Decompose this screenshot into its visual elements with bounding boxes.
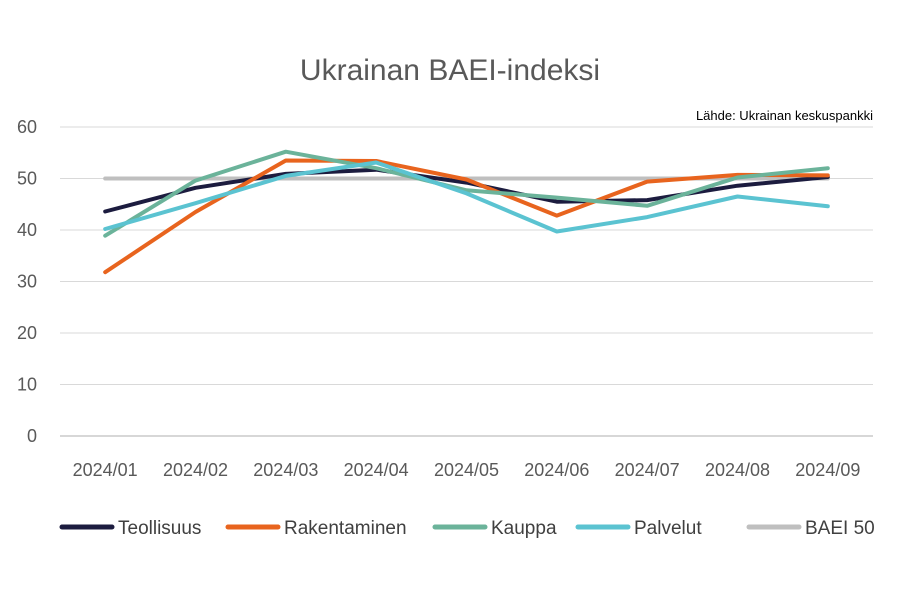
x-tick-label: 2024/05: [434, 460, 499, 480]
legend-label-palvelut: Palvelut: [634, 518, 702, 539]
y-tick-label: 40: [17, 220, 37, 240]
x-tick-label: 2024/01: [73, 460, 138, 480]
y-axis-ticks: 0 10 20 30 40 50 60: [17, 117, 37, 446]
x-tick-label: 2024/03: [253, 460, 318, 480]
y-tick-label: 30: [17, 272, 37, 292]
x-tick-label: 2024/06: [524, 460, 589, 480]
legend-label-teollisuus: Teollisuus: [118, 518, 201, 539]
x-tick-label: 2024/02: [163, 460, 228, 480]
legend-label-rakentaminen: Rakentaminen: [284, 518, 407, 539]
legend: Teollisuus Rakentaminen Kauppa Palvelut BAEI…: [59, 518, 875, 539]
chart-source: Lähde: Ukrainan keskuspankki: [696, 108, 873, 123]
x-axis-ticks: 2024/01 2024/02 2024/03 2024/04 2024/05 2024/…: [73, 460, 861, 480]
series-line-palvelut: [103, 160, 830, 234]
y-tick-label: 60: [17, 117, 37, 137]
x-tick-label: 2024/09: [795, 460, 860, 480]
series-line-kauppa: [103, 149, 830, 238]
x-tick-label: 2024/08: [705, 460, 770, 480]
series-line-teollisuus: [103, 167, 830, 214]
y-tick-label: 10: [17, 375, 37, 395]
y-tick-label: 50: [17, 169, 37, 189]
y-tick-label: 0: [27, 426, 37, 446]
legend-label-baei-50: BAEI 50: [805, 518, 875, 539]
series-lines: [103, 149, 830, 275]
legend-label-kauppa: Kauppa: [491, 518, 557, 539]
x-tick-label: 2024/04: [344, 460, 409, 480]
y-tick-label: 20: [17, 323, 37, 343]
x-tick-label: 2024/07: [615, 460, 680, 480]
chart-title: Ukrainan BAEI-indeksi: [300, 54, 600, 87]
